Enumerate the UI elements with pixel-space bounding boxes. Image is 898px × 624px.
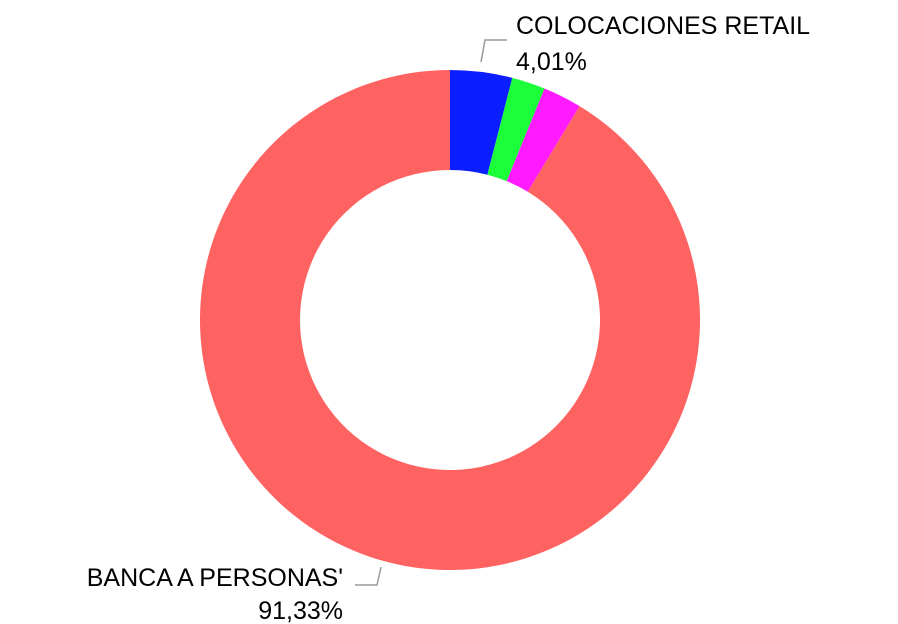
donut-segment [450,70,513,175]
segment-value-label: 4,01% [516,48,587,76]
donut-segment [506,88,580,192]
segment-value-label: 91,33% [258,597,343,624]
donut-segment [487,77,545,182]
donut-segment [199,70,700,570]
leader-line [355,566,382,586]
segment-label: COLOCACIONES RETAIL [516,12,810,40]
segment-label: BANCA A PERSONAS' [87,564,343,592]
leader-line [480,39,507,63]
